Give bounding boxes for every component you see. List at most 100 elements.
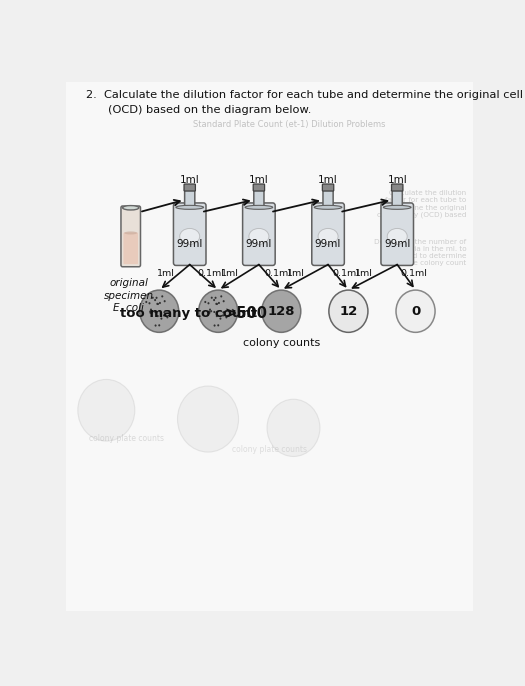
- FancyBboxPatch shape: [185, 189, 195, 209]
- Circle shape: [220, 295, 222, 298]
- Circle shape: [213, 299, 215, 301]
- FancyBboxPatch shape: [243, 203, 275, 265]
- Text: 99ml: 99ml: [315, 239, 341, 249]
- Circle shape: [166, 316, 169, 318]
- Text: 99ml: 99ml: [384, 239, 411, 249]
- Ellipse shape: [387, 228, 407, 244]
- Text: 1ml: 1ml: [156, 270, 174, 279]
- Circle shape: [222, 314, 224, 317]
- Circle shape: [173, 309, 175, 311]
- Text: 1ml: 1ml: [355, 270, 373, 279]
- Ellipse shape: [383, 205, 411, 209]
- Text: 99ml: 99ml: [246, 239, 272, 249]
- Circle shape: [211, 296, 213, 299]
- Circle shape: [198, 290, 238, 332]
- Text: 99ml: 99ml: [176, 239, 203, 249]
- Ellipse shape: [318, 228, 338, 244]
- Text: 1ml: 1ml: [318, 175, 338, 185]
- Circle shape: [161, 295, 163, 298]
- Circle shape: [232, 309, 234, 311]
- Text: too many to count: too many to count: [120, 307, 257, 320]
- Circle shape: [163, 314, 165, 317]
- Circle shape: [154, 311, 156, 313]
- Circle shape: [210, 310, 212, 312]
- FancyBboxPatch shape: [323, 189, 333, 209]
- FancyBboxPatch shape: [312, 203, 344, 265]
- FancyBboxPatch shape: [322, 184, 334, 191]
- Circle shape: [161, 318, 162, 320]
- Text: >500: >500: [224, 306, 267, 321]
- Circle shape: [149, 302, 151, 305]
- Circle shape: [213, 311, 215, 313]
- Circle shape: [216, 315, 218, 317]
- Circle shape: [157, 315, 159, 317]
- Text: 0.1ml: 0.1ml: [332, 270, 359, 279]
- Circle shape: [155, 297, 158, 299]
- Circle shape: [156, 303, 159, 305]
- Text: 0.1ml: 0.1ml: [264, 270, 291, 279]
- Circle shape: [208, 311, 211, 314]
- Text: 2.  Calculate the dilution factor for each tube and determine the original cell : 2. Calculate the dilution factor for eac…: [86, 91, 525, 100]
- Text: 1ml: 1ml: [287, 270, 304, 279]
- Circle shape: [214, 324, 216, 327]
- Text: (OCD) based on the diagram below.: (OCD) based on the diagram below.: [108, 105, 312, 115]
- FancyBboxPatch shape: [121, 206, 141, 267]
- Circle shape: [329, 290, 368, 332]
- Ellipse shape: [176, 205, 204, 209]
- Circle shape: [225, 316, 227, 318]
- Ellipse shape: [180, 228, 200, 244]
- Text: colony plate counts: colony plate counts: [232, 445, 307, 454]
- FancyBboxPatch shape: [253, 184, 265, 191]
- Text: 1ml: 1ml: [180, 175, 200, 185]
- Circle shape: [216, 303, 218, 305]
- Circle shape: [267, 399, 320, 456]
- Circle shape: [149, 311, 151, 313]
- Text: 0.1ml: 0.1ml: [400, 270, 427, 279]
- Text: 128: 128: [268, 305, 295, 318]
- Text: colony plate counts: colony plate counts: [89, 434, 164, 443]
- Text: 1ml: 1ml: [387, 175, 407, 185]
- Ellipse shape: [124, 231, 137, 235]
- Ellipse shape: [314, 205, 342, 209]
- Circle shape: [177, 386, 238, 452]
- FancyBboxPatch shape: [173, 203, 206, 265]
- FancyBboxPatch shape: [392, 184, 403, 191]
- Circle shape: [217, 324, 219, 327]
- Text: 1ml: 1ml: [249, 175, 269, 185]
- FancyBboxPatch shape: [254, 189, 264, 209]
- Circle shape: [140, 290, 178, 332]
- Ellipse shape: [249, 228, 269, 244]
- Circle shape: [218, 302, 220, 304]
- Circle shape: [154, 299, 156, 301]
- FancyBboxPatch shape: [123, 233, 138, 264]
- Circle shape: [204, 301, 206, 303]
- Circle shape: [209, 309, 211, 311]
- Circle shape: [207, 302, 209, 305]
- FancyBboxPatch shape: [184, 184, 195, 191]
- Circle shape: [215, 303, 217, 305]
- Circle shape: [223, 300, 225, 303]
- Ellipse shape: [123, 206, 139, 210]
- FancyBboxPatch shape: [381, 203, 414, 265]
- Circle shape: [396, 290, 435, 332]
- Circle shape: [151, 310, 153, 312]
- Circle shape: [157, 303, 159, 305]
- Circle shape: [164, 300, 166, 303]
- Text: 0: 0: [411, 305, 420, 318]
- Circle shape: [150, 311, 152, 314]
- Circle shape: [222, 311, 224, 314]
- Circle shape: [163, 311, 165, 314]
- Circle shape: [208, 311, 210, 313]
- Circle shape: [219, 318, 222, 320]
- Text: colony counts: colony counts: [243, 338, 320, 348]
- Text: Determine the number of
bacteria in the ml. to
be plated to determine
the colony: Determine the number of bacteria in the …: [374, 239, 466, 266]
- Circle shape: [150, 309, 152, 311]
- Circle shape: [158, 324, 160, 327]
- Text: 12: 12: [339, 305, 358, 318]
- Circle shape: [145, 301, 148, 303]
- Circle shape: [154, 324, 156, 327]
- Text: Calculate the dilution
factor for each tube to
determine the original
cell densi: Calculate the dilution factor for each t…: [377, 190, 466, 218]
- Circle shape: [215, 297, 217, 299]
- FancyBboxPatch shape: [392, 189, 402, 209]
- Text: original
specimen
E. coli: original specimen E. coli: [103, 279, 154, 313]
